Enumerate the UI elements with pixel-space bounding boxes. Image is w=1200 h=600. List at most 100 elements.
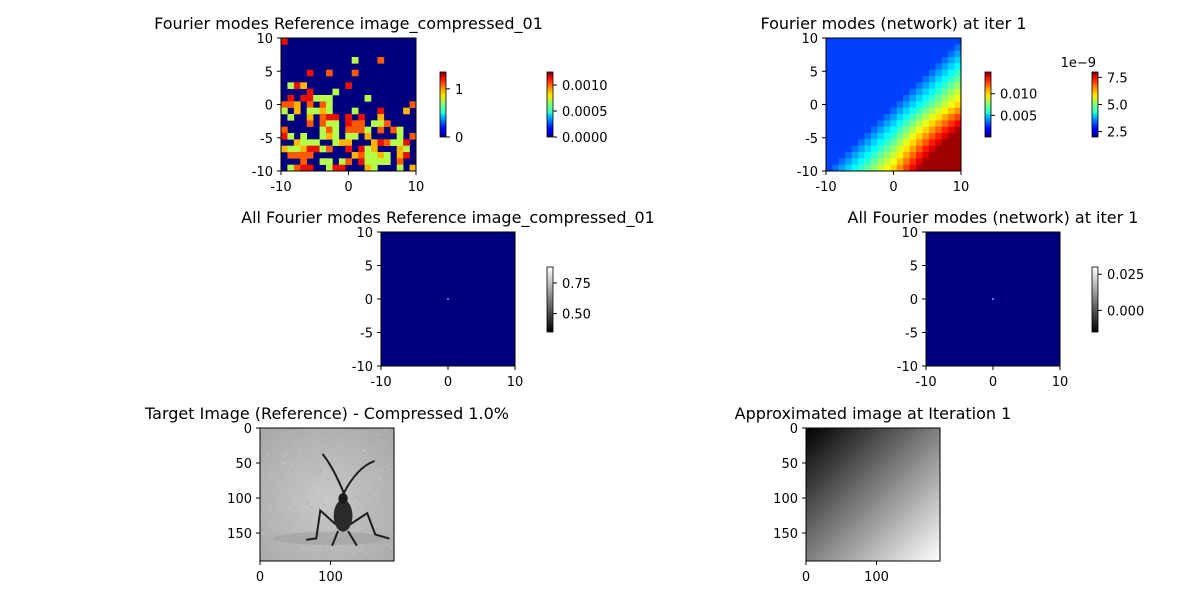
subplot-title: Fourier modes (network) at iter 1 (760, 14, 1026, 33)
heatmap-cell (351, 69, 359, 77)
colorbar (984, 71, 992, 138)
photo-noise (374, 485, 376, 488)
photo-noise (374, 556, 377, 559)
heatmap-cell (864, 76, 872, 83)
heatmap-cell (845, 38, 853, 45)
colorbar (439, 71, 447, 138)
heatmap-cell (313, 107, 320, 115)
subplot-title: Fourier modes Reference image_compressed… (154, 14, 543, 34)
heatmap-cell (851, 50, 859, 58)
photo-noise (353, 526, 356, 528)
heatmap-cell (877, 120, 885, 127)
photo-noise (386, 442, 389, 445)
photo-noise (357, 499, 360, 501)
y-tick-label: 5 (365, 260, 373, 275)
heatmap-cell (345, 139, 353, 146)
heatmap-cell (909, 145, 917, 153)
heatmap-cell (858, 63, 865, 70)
insect-limb (350, 511, 390, 540)
heatmap-cell (883, 120, 891, 127)
heatmap-cell (941, 82, 949, 89)
heatmap-cell (935, 133, 943, 140)
heatmap-cell (281, 107, 288, 115)
heatmap-cell (922, 164, 930, 172)
y-tick-label: 10 (356, 226, 373, 241)
photo-noise (361, 482, 363, 484)
colorbar (1091, 71, 1099, 138)
heatmap-cell (922, 95, 930, 102)
heatmap-cell (916, 38, 923, 45)
heatmap-cell (890, 126, 898, 134)
heatmap-cell (326, 133, 333, 140)
heatmap-cell (954, 152, 962, 159)
heatmap-cell (332, 164, 340, 172)
photo-noise (302, 506, 305, 508)
heatmap-cell (351, 57, 359, 64)
heatmap-cell (896, 158, 904, 165)
heatmap-cell (948, 133, 955, 140)
photo-noise (353, 530, 355, 533)
heatmap-cell (338, 139, 346, 146)
heatmap-cell (832, 44, 840, 51)
heatmap-cell (403, 107, 410, 115)
heatmap-cell (896, 139, 904, 146)
heatmap-cell (935, 158, 943, 165)
heatmap-cell (948, 50, 955, 58)
y-tick-label: 100 (773, 492, 798, 507)
colorbar-tick-label: 0.005 (1000, 109, 1037, 124)
heatmap-cell (377, 152, 385, 159)
photo-noise (269, 491, 271, 493)
heatmap-cell (306, 120, 314, 127)
heatmap-cell (909, 120, 917, 127)
heatmap-cell (948, 126, 955, 134)
x-tick-label: 100 (318, 570, 343, 585)
heatmap-cell (377, 107, 385, 115)
heatmap-cell (922, 57, 930, 64)
photo-noise (298, 450, 300, 452)
center-mode-spot (447, 298, 449, 300)
heatmap-cell (851, 120, 859, 127)
heatmap-cell (871, 82, 878, 89)
heatmap-cell (896, 164, 904, 172)
heatmap-cell (838, 88, 846, 96)
heatmap-cell (928, 158, 936, 165)
photo-noise (390, 440, 393, 442)
heatmap-cell (864, 145, 872, 153)
heatmap-cell (306, 114, 314, 121)
heatmap-cell (845, 69, 853, 77)
heatmap-cell (826, 139, 833, 146)
heatmap-cell (864, 88, 872, 96)
heatmap-cell (864, 69, 872, 77)
photo-noise (279, 442, 281, 445)
heatmap-cell (832, 152, 840, 159)
heatmap-cell (858, 152, 865, 159)
heatmap-cell (845, 107, 853, 115)
heatmap-cell (858, 158, 865, 165)
heatmap-cell (896, 82, 904, 89)
heatmap-cell (858, 69, 865, 77)
heatmap-cell (858, 114, 865, 121)
heatmap-cell (287, 133, 295, 140)
heatmap-cell (954, 145, 962, 153)
heatmap-cell (358, 126, 365, 134)
heatmap-cell (838, 158, 846, 165)
heatmap-cell (928, 76, 936, 83)
heatmap-cell (826, 120, 833, 127)
heatmap-cell (345, 158, 353, 165)
photo-noise (326, 510, 329, 513)
photo-noise (261, 440, 263, 443)
heatmap-cell (383, 152, 391, 159)
heatmap-cell (896, 107, 904, 115)
colorbar-tick-label: 0.000 (1107, 304, 1144, 319)
heatmap-cell (332, 114, 340, 121)
heatmap-cell (845, 101, 853, 108)
heatmap-cell (826, 133, 833, 140)
photo-noise (267, 454, 269, 456)
photo-noise (272, 509, 275, 511)
heatmap-cell (371, 120, 378, 127)
heatmap-cell (864, 57, 872, 64)
heatmap-cell (916, 158, 923, 165)
heatmap-cell (845, 133, 853, 140)
heatmap-cell (832, 139, 840, 146)
heatmap-cell (838, 50, 846, 58)
